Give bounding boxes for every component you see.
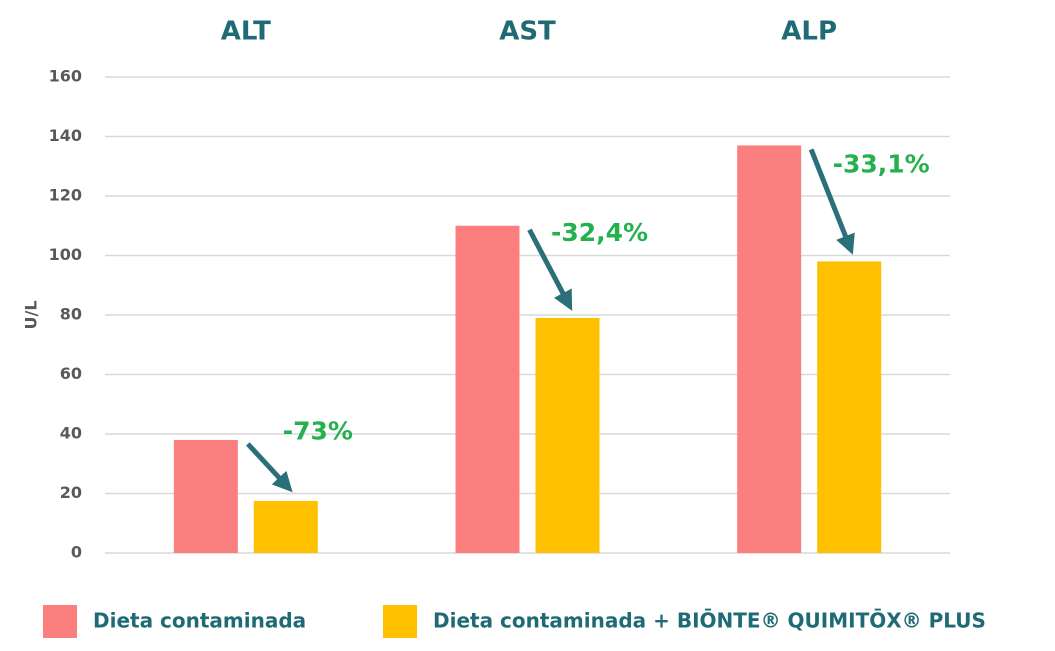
y-tick-label: 80	[60, 305, 82, 324]
arrow	[808, 148, 855, 255]
legend-swatch	[43, 605, 77, 638]
y-tick-label: 20	[60, 483, 82, 502]
y-tick-label: 100	[49, 245, 82, 264]
legend-label: Dieta contaminada	[93, 609, 306, 633]
y-tick-label: 160	[49, 67, 82, 86]
y-tick-label: 120	[49, 186, 82, 205]
bar	[817, 261, 882, 553]
bar	[253, 500, 318, 553]
bar	[173, 439, 238, 553]
annotation: -73%	[283, 416, 353, 445]
y-tick-label: 40	[60, 424, 82, 443]
category-label: ALT	[221, 17, 271, 47]
arrow	[246, 442, 293, 493]
bar	[535, 317, 600, 553]
category-label: ALP	[781, 17, 837, 47]
annotation: -33,1%	[833, 149, 930, 178]
y-axis-label: U/L	[22, 300, 41, 329]
legend-label: Dieta contaminada + BIŌNTE® QUIMITŌX® PL…	[433, 609, 986, 633]
bar	[737, 145, 802, 554]
y-tick-label: 0	[71, 543, 82, 562]
bar	[455, 225, 520, 553]
legend-swatch	[383, 605, 417, 638]
y-tick-label: 140	[49, 126, 82, 145]
y-tick-label: 60	[60, 364, 82, 383]
annotation: -32,4%	[551, 218, 648, 247]
category-label: AST	[499, 17, 556, 47]
arrow	[527, 228, 573, 311]
